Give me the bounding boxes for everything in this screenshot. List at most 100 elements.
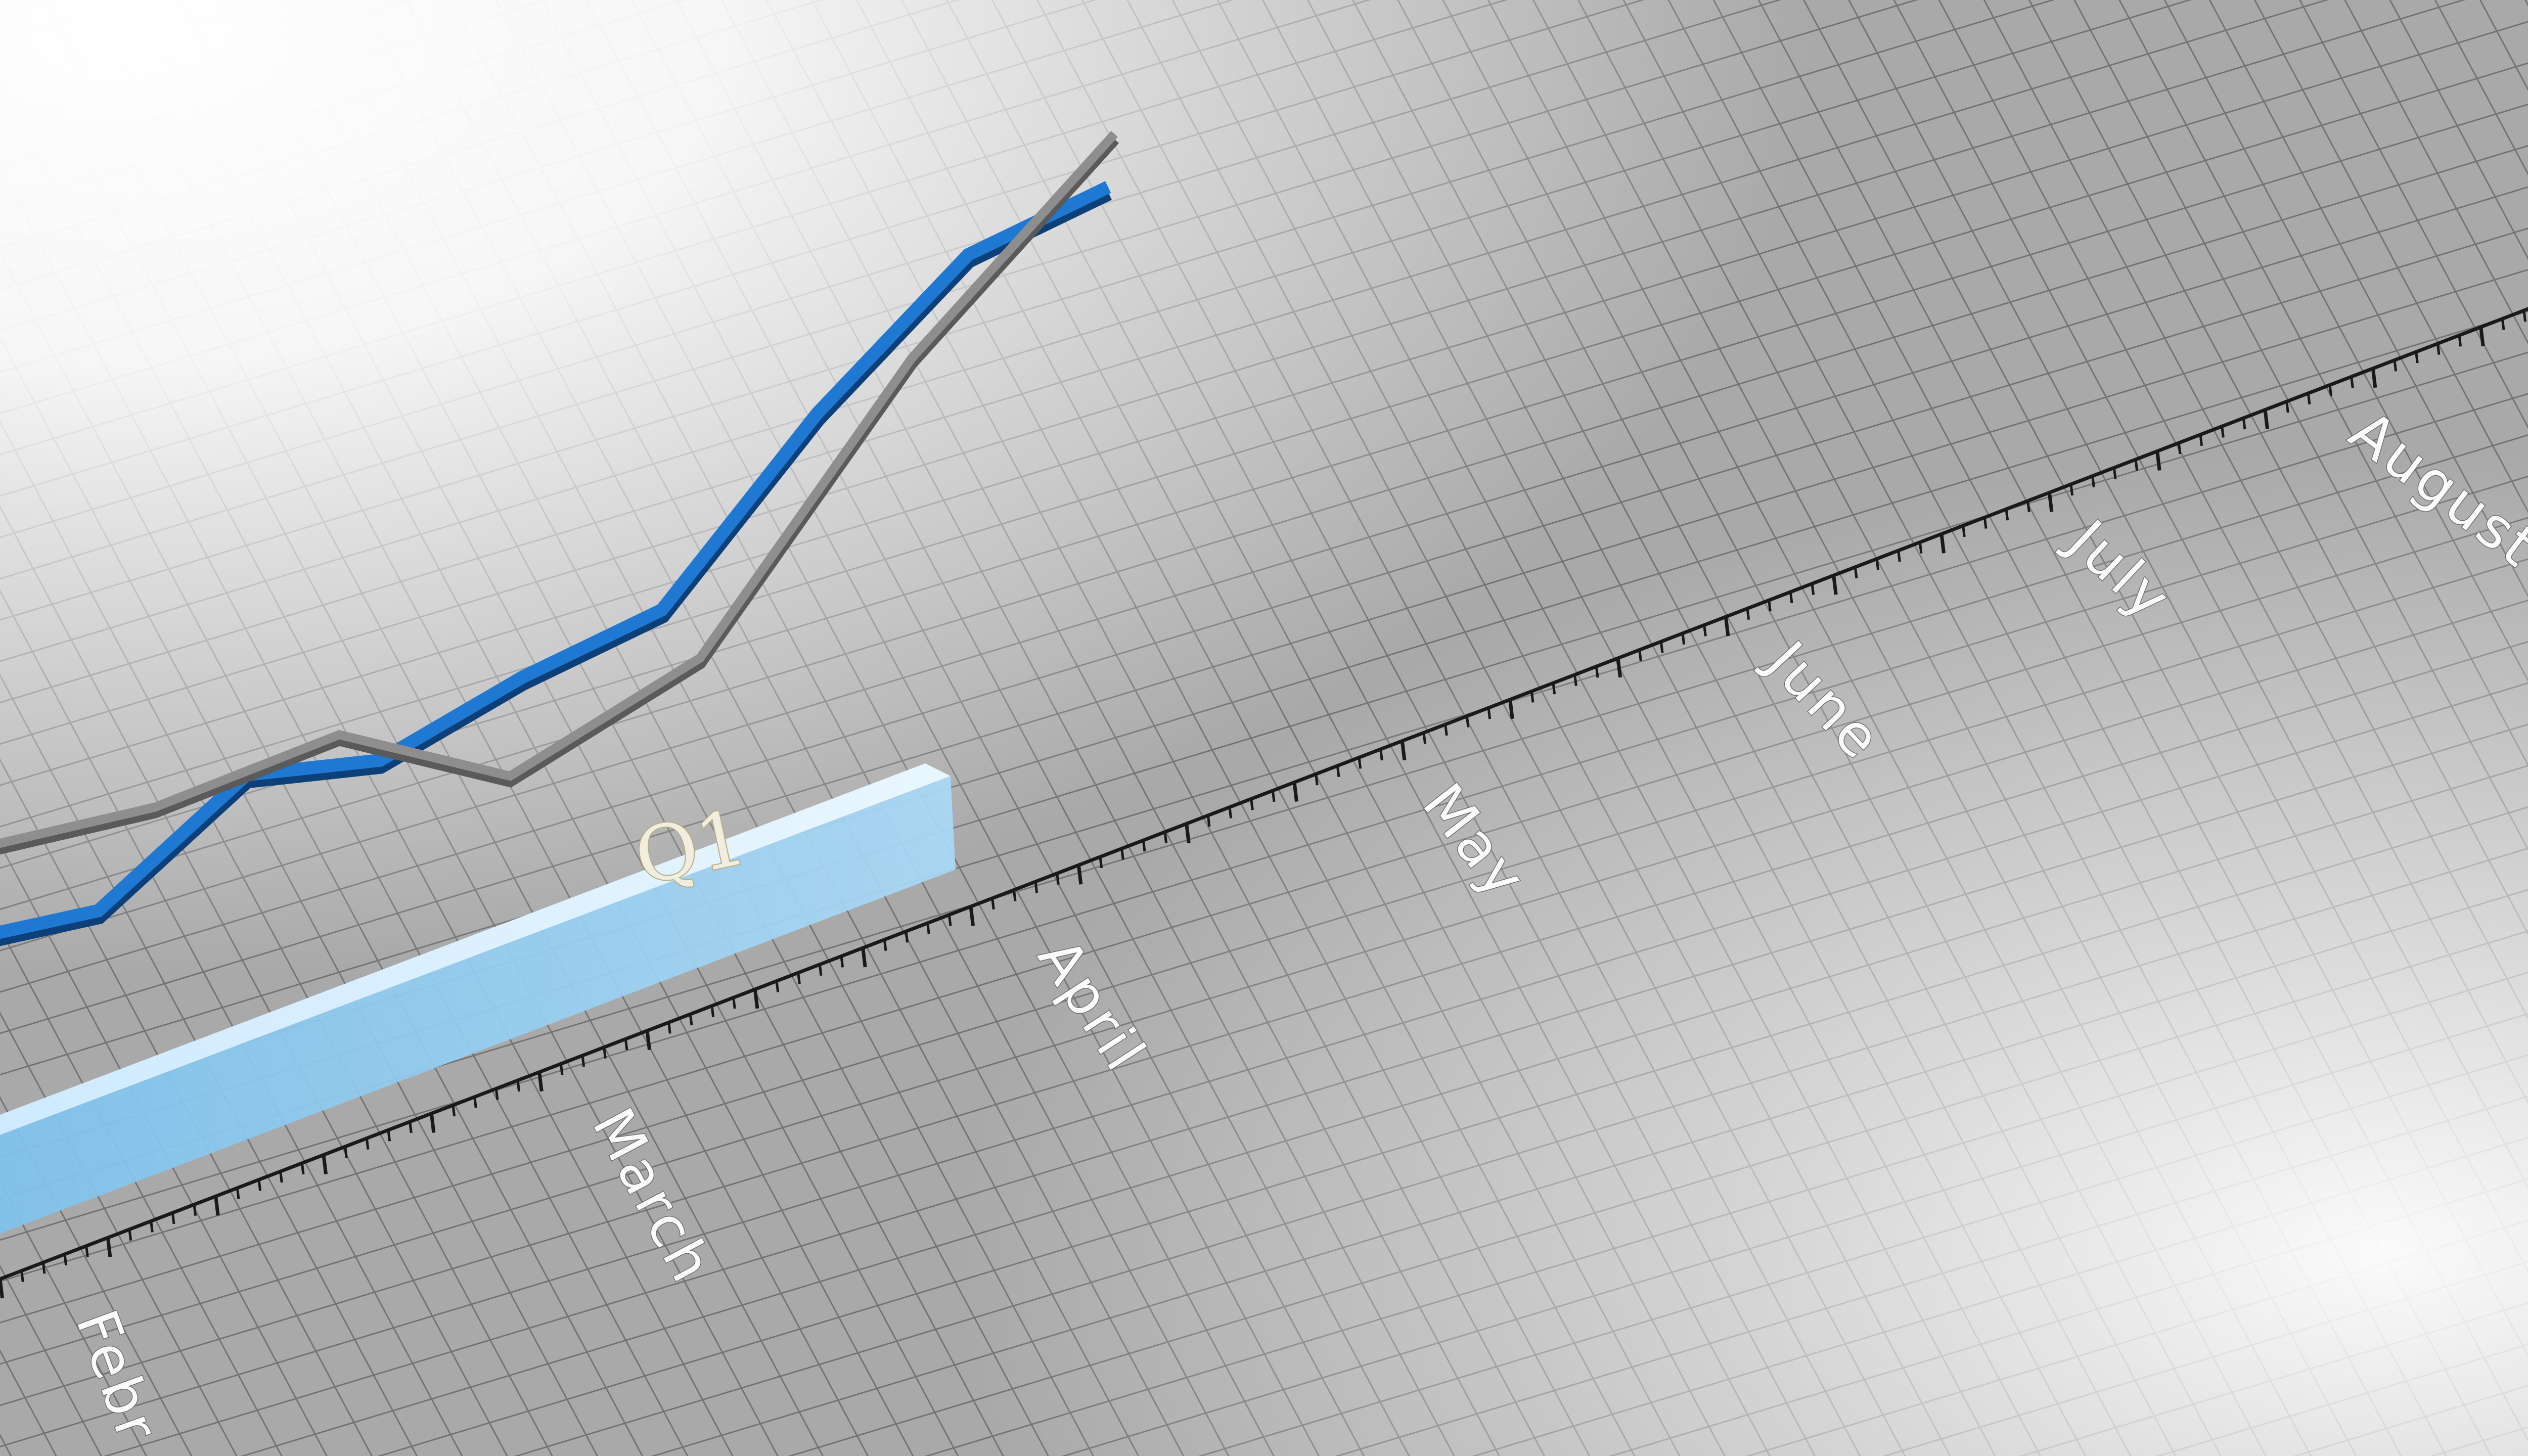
axis-tick [2263,410,2270,430]
axis-tick [1099,856,1103,869]
axis-tick [322,1154,328,1174]
axis-tick [171,1212,175,1224]
axis-tick [2501,318,2505,330]
axis-tick [947,915,952,926]
axis-tick [753,989,759,1009]
axis-tick [20,1270,24,1282]
axis-tick [797,972,801,984]
axis-tick [2328,385,2333,396]
q1-band-front [0,776,956,1234]
q1-band-top [0,763,951,1135]
axis-tick [473,1097,477,1109]
axis-tick [624,1038,628,1051]
axis-tick [2393,360,2398,372]
axis-tick [1962,525,1966,537]
series-point [1107,187,1109,188]
axis-tick [1379,749,1383,761]
axis-tick [667,1022,671,1034]
axis-tick [1616,658,1622,678]
axis-tick [106,1237,112,1257]
axis-tick [991,898,995,910]
axis-tick [1875,559,1880,570]
axis-tick [1315,774,1319,786]
series-point [154,806,156,808]
axis-tick [861,947,867,968]
axis-tick [689,1014,693,1026]
axis-tick [1638,650,1642,661]
axis-tick [494,1088,499,1100]
axis-tick [1012,890,1017,901]
axis-tick [775,981,780,992]
axis-tick [2221,426,2225,438]
axis-tick [128,1229,132,1241]
axis-tick [2436,343,2441,355]
axis-tick [883,939,887,951]
series-point [1114,133,1115,134]
axis-tick [1034,881,1039,893]
axis-tick [1250,798,1254,810]
axis-tick [1746,608,1750,620]
series-layer [0,130,1119,946]
series-point [338,734,340,736]
axis-tick [645,1030,652,1051]
axis-tick [1768,600,1772,612]
axis-tick [236,1188,240,1200]
axis-tick [150,1221,154,1233]
axis-tick [969,906,975,926]
axis-tick [2005,509,2009,521]
axis-tick [1465,716,1470,727]
series-point [98,910,99,912]
series-point [379,759,381,761]
axis-tick [409,1121,413,1133]
axis-tick [559,1063,564,1075]
axis-tick [1206,815,1211,827]
axis-tick [2199,434,2203,446]
axis-tick [214,1196,220,1216]
axis-tick [2522,310,2527,322]
axis-tick [1530,691,1534,703]
axis-tick [2479,327,2485,347]
series-point [817,413,818,414]
axis-tick [1595,666,1599,678]
series-point [661,609,662,611]
axis-tick [1854,567,1858,579]
axis-tick [1228,807,1233,818]
axis-tick [1703,625,1707,636]
axis-tick [2134,459,2139,471]
axis-tick [1659,641,1664,653]
series-point [521,677,523,678]
axis-tick [1185,823,1191,843]
axis-tick [1983,517,1988,529]
axis-tick [257,1179,262,1191]
axis-tick [1271,790,1276,802]
axis-tick [2415,351,2419,363]
axis-tick [429,1113,436,1133]
axis-tick [1508,699,1514,719]
series-point [699,657,701,659]
axis-tick [2155,451,2161,471]
axis-tick [818,964,823,976]
axis-tick [452,1105,456,1117]
series-point [509,776,511,777]
axis-tick [840,956,844,968]
axis-tick [1832,575,1838,595]
axis-tick [2091,476,2095,487]
axis-tick [905,931,909,943]
axis-tick [41,1262,46,1274]
axis-tick [732,997,736,1009]
axis-tick [1939,533,1946,554]
x-axis-ticks [0,310,2527,1299]
axis-tick [1358,757,1362,769]
axis-tick [516,1080,521,1092]
axis-tick [537,1072,544,1092]
axis-tick [2350,376,2354,388]
axis-tick [1897,550,1901,562]
axis-tick [1724,616,1730,636]
axis-tick [1789,592,1793,604]
axis-tick [2047,492,2054,512]
axis-tick [1422,732,1427,744]
axis-tick [365,1138,370,1150]
axis-tick [1444,724,1448,736]
axis-tick [926,923,930,935]
axis-tick [1142,840,1146,852]
